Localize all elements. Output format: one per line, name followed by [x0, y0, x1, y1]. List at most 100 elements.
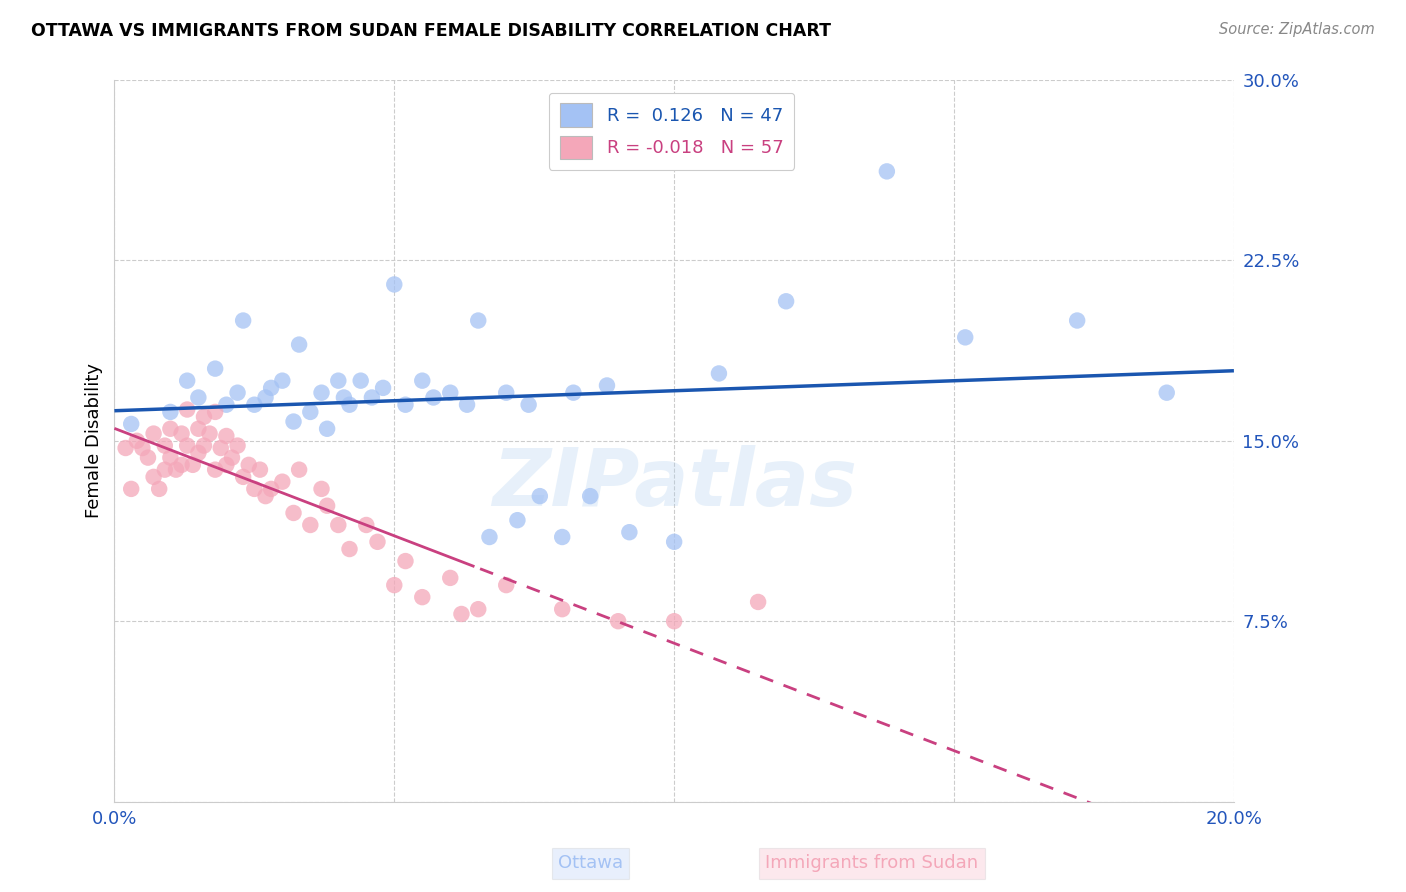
Point: [176, 402, 198, 417]
Point: [159, 422, 181, 436]
Point: [204, 405, 226, 419]
Point: [662, 614, 685, 628]
Point: [607, 614, 630, 628]
Point: [299, 405, 322, 419]
Point: [411, 374, 433, 388]
Point: [283, 415, 305, 429]
Point: [215, 458, 238, 472]
Point: [176, 439, 198, 453]
Text: ZIPatlas: ZIPatlas: [492, 445, 856, 523]
Point: [551, 530, 574, 544]
Text: OTTAWA VS IMMIGRANTS FROM SUDAN FEMALE DISABILITY CORRELATION CHART: OTTAWA VS IMMIGRANTS FROM SUDAN FEMALE D…: [31, 22, 831, 40]
Point: [339, 398, 361, 412]
Point: [187, 391, 209, 405]
Point: [299, 518, 322, 533]
Point: [288, 337, 311, 351]
Point: [456, 398, 478, 412]
Point: [226, 385, 249, 400]
Point: [159, 450, 181, 465]
Y-axis label: Female Disability: Female Disability: [86, 363, 103, 518]
Point: [382, 578, 405, 592]
Point: [876, 164, 898, 178]
Text: Source: ZipAtlas.com: Source: ZipAtlas.com: [1219, 22, 1375, 37]
Point: [356, 518, 378, 533]
Point: [339, 542, 361, 557]
Point: [170, 426, 193, 441]
Point: [198, 426, 221, 441]
Point: [170, 458, 193, 472]
Point: [215, 429, 238, 443]
Point: [120, 417, 142, 431]
Point: [596, 378, 619, 392]
Point: [226, 439, 249, 453]
Point: [260, 482, 283, 496]
Point: [394, 398, 416, 412]
Point: [619, 525, 641, 540]
Point: [153, 439, 176, 453]
Point: [422, 391, 444, 405]
Point: [328, 374, 350, 388]
Point: [204, 361, 226, 376]
Point: [254, 489, 277, 503]
Point: [187, 446, 209, 460]
Point: [495, 385, 517, 400]
Text: Immigrants from Sudan: Immigrants from Sudan: [765, 855, 979, 872]
Point: [366, 534, 388, 549]
Point: [382, 277, 405, 292]
Point: [243, 482, 266, 496]
Point: [221, 450, 243, 465]
Point: [142, 426, 165, 441]
Point: [316, 422, 339, 436]
Point: [159, 405, 181, 419]
Point: [316, 499, 339, 513]
Point: [260, 381, 283, 395]
Point: [747, 595, 769, 609]
Point: [562, 385, 585, 400]
Point: [193, 409, 215, 424]
Point: [1156, 385, 1178, 400]
Point: [517, 398, 540, 412]
Point: [450, 607, 472, 621]
Point: [271, 374, 294, 388]
Point: [955, 330, 977, 344]
Point: [238, 458, 260, 472]
Point: [142, 470, 165, 484]
Point: [1066, 313, 1088, 327]
Point: [328, 518, 350, 533]
Point: [467, 313, 489, 327]
Point: [204, 463, 226, 477]
Point: [288, 463, 311, 477]
Point: [439, 385, 461, 400]
Point: [506, 513, 529, 527]
Point: [311, 482, 333, 496]
Point: [181, 458, 204, 472]
Point: [120, 482, 142, 496]
Point: [311, 385, 333, 400]
Point: [529, 489, 551, 503]
Point: [193, 439, 215, 453]
Point: [394, 554, 416, 568]
Point: [232, 313, 254, 327]
Point: [707, 367, 730, 381]
Point: [271, 475, 294, 489]
Point: [775, 294, 797, 309]
Point: [495, 578, 517, 592]
Point: [662, 534, 685, 549]
Point: [131, 441, 153, 455]
Point: [232, 470, 254, 484]
Point: [215, 398, 238, 412]
Point: [350, 374, 373, 388]
Point: [551, 602, 574, 616]
Point: [125, 434, 148, 448]
Point: [187, 422, 209, 436]
Point: [148, 482, 170, 496]
Point: [411, 590, 433, 604]
Point: [371, 381, 394, 395]
Point: [467, 602, 489, 616]
Point: [579, 489, 602, 503]
Point: [243, 398, 266, 412]
Point: [478, 530, 501, 544]
Point: [333, 391, 356, 405]
Point: [249, 463, 271, 477]
Text: Ottawa: Ottawa: [558, 855, 623, 872]
